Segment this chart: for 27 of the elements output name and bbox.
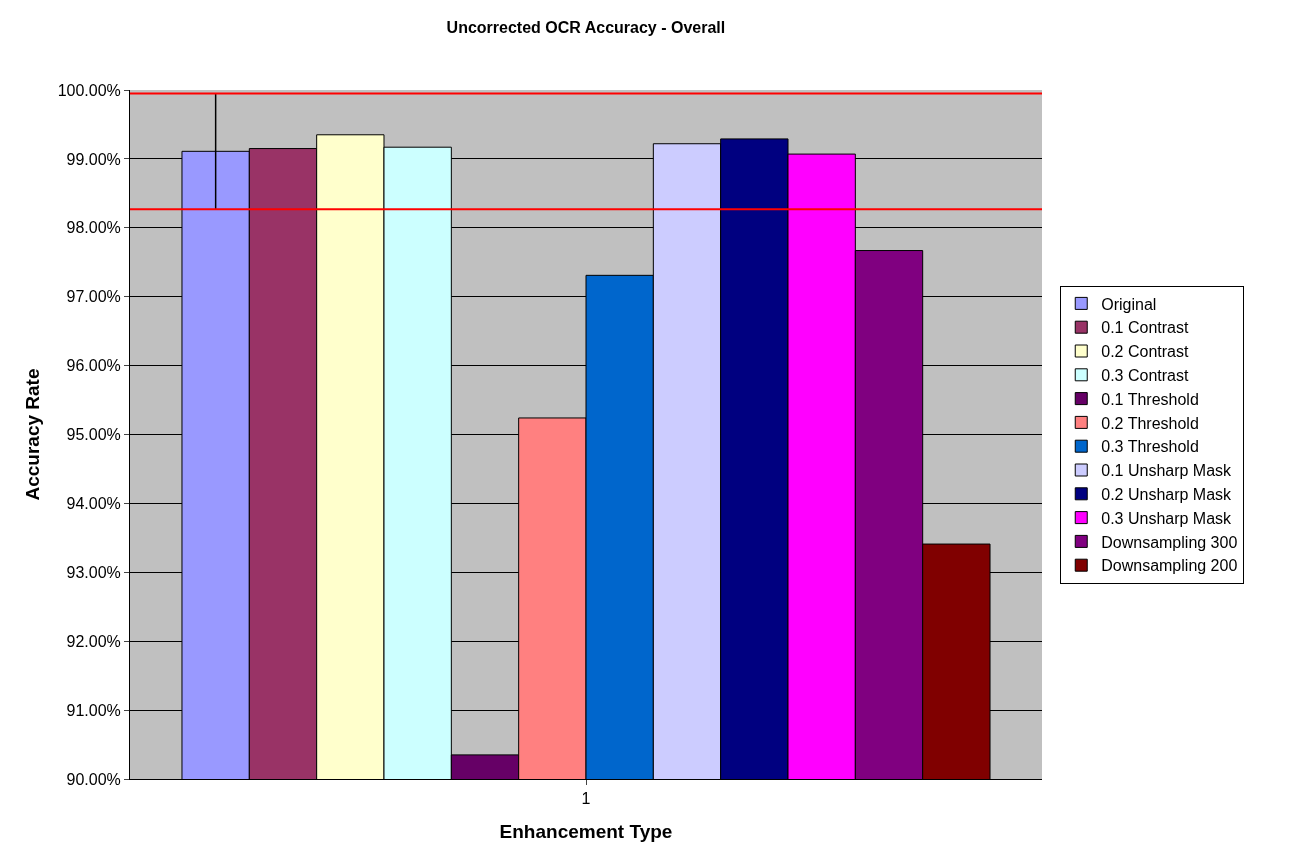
y-tick-label: 92.00% [66,632,121,650]
y-tick-label: 96.00% [66,357,121,375]
y-tick-label: 90.00% [66,770,121,788]
y-tick-label: 99.00% [66,150,121,168]
legend-label: Downsampling 300 [1101,533,1238,551]
y-tick-label: 98.00% [66,219,121,237]
legend-label: Original [1101,295,1157,313]
legend-label: 0.1 Unsharp Mask [1101,462,1233,480]
y-axis-title: Accuracy Rate [22,368,44,501]
legend-label: 0.1 Threshold [1101,390,1199,408]
legend-label: 0.1 Contrast [1101,319,1189,337]
legend-label: Downsampling 200 [1101,557,1238,575]
y-tick-label: 94.00% [66,495,121,512]
legend-label: 0.3 Contrast [1101,367,1189,385]
legend-label: 0.2 Unsharp Mask [1101,486,1233,504]
y-tick-label: 93.00% [66,563,121,581]
y-tick-label: 100.00% [57,81,121,99]
y-tick-label: 95.00% [66,426,121,444]
y-tick-label: 97.00% [66,288,121,306]
x-tick-label: 1 [581,790,591,808]
legend-label: 0.2 Contrast [1101,343,1189,361]
y-tick-label: 91.00% [66,701,121,719]
chart-title: Uncorrected OCR Accuracy - Overall [446,18,726,36]
legend-label: 0.2 Threshold [1101,414,1199,432]
x-axis-title: Enhancement Type [499,821,673,842]
legend-label: 0.3 Unsharp Mask [1101,509,1233,527]
legend-label: 0.3 Threshold [1101,438,1199,456]
